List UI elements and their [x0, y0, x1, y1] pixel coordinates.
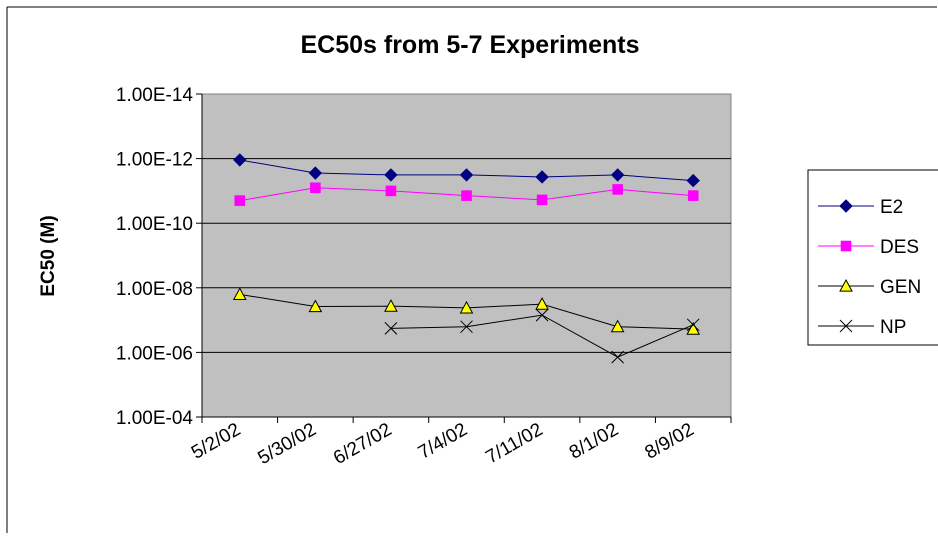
y-tick-label: 1.00E-04	[116, 408, 194, 429]
chart-area-border	[6, 6, 937, 533]
x-marker-stroke	[839, 319, 853, 333]
x-tick-label: 5/2/02	[188, 419, 244, 464]
square-marker	[687, 190, 699, 201]
legend-item-gen: GEN	[818, 277, 921, 298]
x-marker	[460, 320, 473, 334]
triangle-marker	[459, 300, 474, 314]
diamond-marker	[233, 153, 247, 167]
legend-items: E2 DES GEN NP	[818, 197, 921, 338]
square-marker	[612, 184, 623, 195]
series-des	[234, 182, 699, 206]
x-marker-stroke	[686, 318, 700, 332]
square-marker	[234, 195, 246, 206]
x-marker	[535, 308, 549, 322]
y-tick-label: 1.00E-10	[116, 214, 193, 235]
triangle-marker	[232, 287, 247, 300]
series-layer	[232, 153, 701, 364]
y-tick-label: 1.00E-06	[116, 343, 193, 364]
diamond-marker	[384, 168, 398, 182]
y-tick-label: 1.00E-08	[116, 279, 193, 300]
legend-label: NP	[880, 317, 906, 338]
square-marker	[536, 194, 548, 206]
diamond-marker	[610, 168, 625, 182]
x-marker-stroke	[611, 350, 624, 364]
x-marker-stroke	[535, 308, 549, 322]
chart-title: EC50s from 5-7 Experiments	[300, 31, 639, 59]
triangle-marker	[686, 322, 701, 335]
x-marker	[686, 318, 700, 332]
x-tick-label: 8/1/02	[566, 419, 622, 464]
y-tick-label: 1.00E-12	[116, 150, 193, 171]
triangle-marker	[610, 319, 625, 333]
diamond-marker	[839, 199, 853, 213]
diamond-marker	[308, 166, 323, 180]
x-marker-stroke	[384, 321, 398, 335]
legend-item-des: DES	[818, 237, 919, 258]
y-tick-labels: 1.00E-14 1.00E-12 1.00E-10 1.00E-08 1.00E-06…	[116, 85, 194, 429]
triangle-marker	[308, 299, 323, 313]
square-marker	[461, 190, 472, 201]
series-np	[384, 308, 700, 364]
legend-box	[807, 169, 938, 346]
legend-item-e2: E2	[818, 197, 903, 218]
square-marker	[840, 240, 852, 252]
x-marker	[839, 319, 853, 333]
x-tick-label: 8/9/02	[641, 419, 697, 464]
legend-item-np: NP	[818, 317, 906, 338]
y-tick-label: 1.00E-14	[116, 85, 194, 106]
legend-label: GEN	[880, 277, 921, 298]
triangle-marker	[535, 297, 549, 310]
x-marker-stroke	[460, 320, 473, 334]
diamond-marker	[686, 173, 700, 188]
diamond-marker	[535, 170, 549, 184]
axes	[196, 93, 732, 423]
x-tick-label: 5/30/02	[254, 419, 319, 469]
plot-area	[201, 93, 732, 418]
triangle-marker	[839, 278, 853, 292]
x-marker	[384, 321, 398, 335]
legend-label: DES	[880, 237, 919, 258]
x-tick-label: 7/4/02	[415, 419, 471, 464]
series-e2	[233, 153, 700, 188]
square-marker	[310, 182, 321, 194]
series-gen	[232, 287, 701, 335]
x-marker	[611, 350, 624, 364]
triangle-marker	[384, 299, 398, 312]
x-tick-label: 6/27/02	[330, 419, 395, 469]
legend: E2 DES GEN NP	[807, 169, 938, 346]
x-tick-label: 7/11/02	[482, 419, 546, 468]
square-marker	[385, 185, 397, 197]
legend-label: E2	[880, 197, 903, 218]
x-tick-labels: 5/2/02 5/30/02 6/27/02 7/4/02 7/11/02 8/1/02 8…	[188, 419, 698, 469]
diamond-marker	[459, 168, 474, 182]
gridlines	[202, 158, 731, 353]
y-axis-label: EC50 (M)	[38, 215, 59, 296]
